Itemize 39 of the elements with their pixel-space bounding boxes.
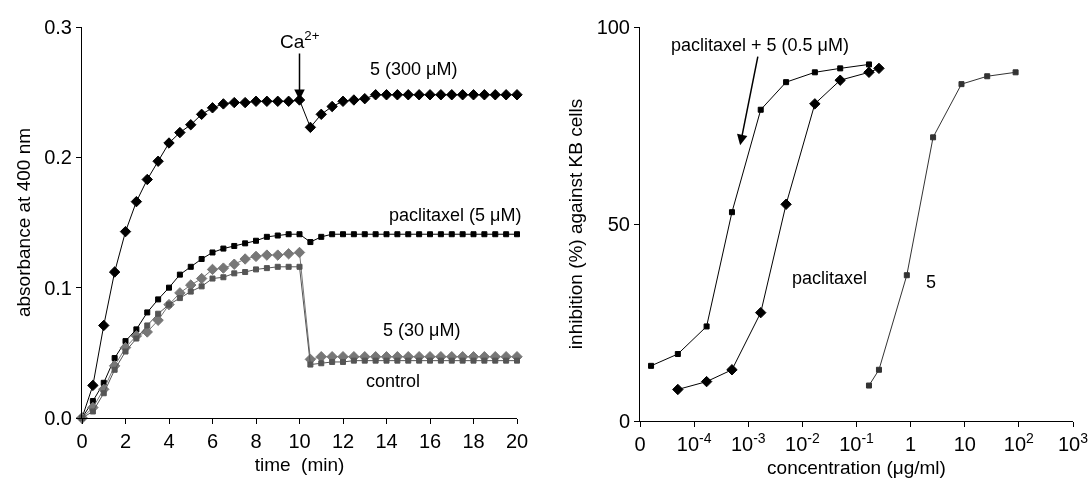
y-tick-label: 0.3 <box>44 16 72 38</box>
y-tick-label: 100 <box>596 16 630 38</box>
x-tick-label: 2 <box>119 430 132 452</box>
x-tick-label: 6 <box>206 430 219 452</box>
x-tick-label: 10$^{3}$ <box>1057 429 1089 455</box>
x-tick-label: 20 <box>505 430 529 452</box>
series-label: 5 <box>926 272 937 292</box>
x-tick-label: 0 <box>76 430 88 452</box>
x-axis-title: time (min) <box>254 453 345 475</box>
y-tick-label: 0 <box>618 410 630 432</box>
x-tick-label: 12 <box>331 430 355 452</box>
series-label: paclitaxel (5 μM) <box>389 205 522 225</box>
x-tick-label: 1 <box>905 433 917 455</box>
x-tick-label: 10$^{-2}$ <box>785 429 820 455</box>
x-tick-label: 8 <box>250 430 262 452</box>
x-tick-label: 10$^{2}$ <box>1003 429 1035 455</box>
series-label: paclitaxel + 5 (0.5 μM) <box>671 35 849 55</box>
y-tick-label: 50 <box>607 213 630 235</box>
x-tick-label: 10 <box>288 430 311 452</box>
y-tick-label: 0.0 <box>44 407 72 429</box>
y-tick-label: 0.2 <box>44 146 72 169</box>
x-tick-label: 10$^{-3}$ <box>730 429 766 455</box>
y-axis-title: inhibition (%) against KB cells <box>565 98 587 350</box>
y-tick-label: 0.1 <box>44 276 72 299</box>
x-tick-label: 10 <box>953 433 976 455</box>
x-tick-label: 4 <box>163 430 175 452</box>
x-tick-label: 10$^{-4}$ <box>676 429 712 455</box>
x-tick-label: 18 <box>462 430 485 452</box>
series-label: 5 (30 μM) <box>383 320 461 340</box>
series-label: paclitaxel <box>792 268 868 288</box>
annotation: Ca$^{2+}$ <box>280 28 320 52</box>
x-axis-title: concentration (μg/ml) <box>767 456 946 478</box>
x-tick-label: 10$^{-1}$ <box>839 429 875 455</box>
y-axis-title: absorbance at 400 nm <box>13 127 35 318</box>
x-tick-label: 14 <box>375 430 398 452</box>
x-tick-label: 16 <box>418 430 442 452</box>
series-label: 5 (300 μM) <box>370 59 458 79</box>
series-label: control <box>366 371 421 391</box>
x-tick-label: 0 <box>634 433 646 455</box>
